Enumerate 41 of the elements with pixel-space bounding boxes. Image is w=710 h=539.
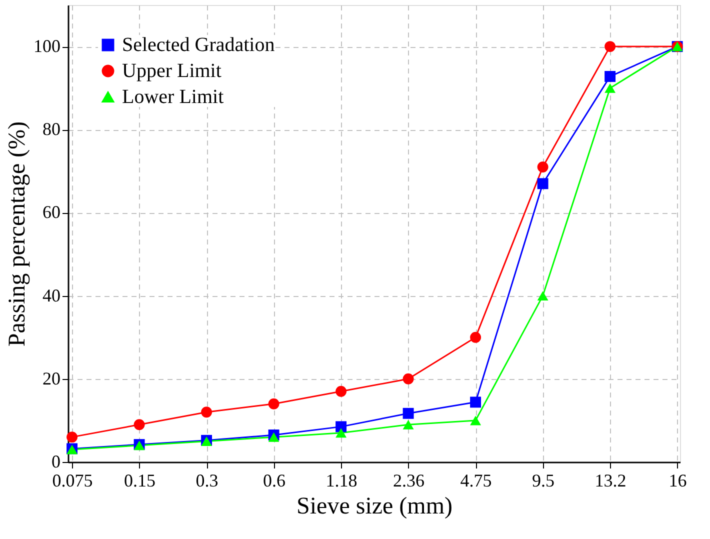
point [336, 386, 347, 397]
point [402, 420, 414, 430]
legend-label: Upper Limit [122, 60, 222, 82]
x-tick-label: 0.075 [52, 470, 93, 490]
point [201, 406, 212, 418]
point [604, 41, 616, 52]
x-tick-label: 0.6 [263, 470, 286, 490]
point [537, 162, 548, 172]
y-tick-label: 40 [42, 285, 60, 306]
point [537, 291, 548, 301]
x-axis-title: Sieve size (mm) [296, 494, 452, 520]
y-tick-label: 60 [42, 202, 60, 222]
x-tick-label: 0.3 [196, 470, 218, 490]
point [604, 83, 616, 93]
point [537, 178, 548, 190]
x-tick-label: 4.75 [460, 470, 492, 490]
point [470, 396, 482, 408]
x-tick-label: 0.15 [124, 470, 156, 490]
x-tick-label: 1.18 [326, 470, 358, 490]
legend-label: Selected Gradation [122, 34, 275, 56]
point [336, 421, 347, 432]
y-tick-label: 80 [42, 119, 60, 140]
point [134, 419, 145, 430]
point [470, 332, 482, 343]
x-tick-label: 13.2 [594, 470, 626, 490]
x-tick-label: 9.5 [532, 470, 555, 490]
point [470, 416, 482, 426]
point [336, 428, 347, 438]
point [402, 373, 414, 384]
legend-label: Lower Limit [122, 86, 224, 108]
y-axis-title: Passing percentage (%) [4, 121, 30, 347]
x-tick-label: 2.36 [393, 470, 425, 490]
point [402, 408, 414, 419]
point [604, 70, 616, 82]
point [268, 432, 280, 442]
point [66, 432, 78, 443]
point [268, 398, 280, 410]
x-tick-label: 16 [668, 470, 687, 490]
y-tick-label: 20 [42, 368, 60, 388]
y-tick-label: 100 [34, 36, 60, 56]
y-tick-label: 0 [52, 452, 60, 472]
